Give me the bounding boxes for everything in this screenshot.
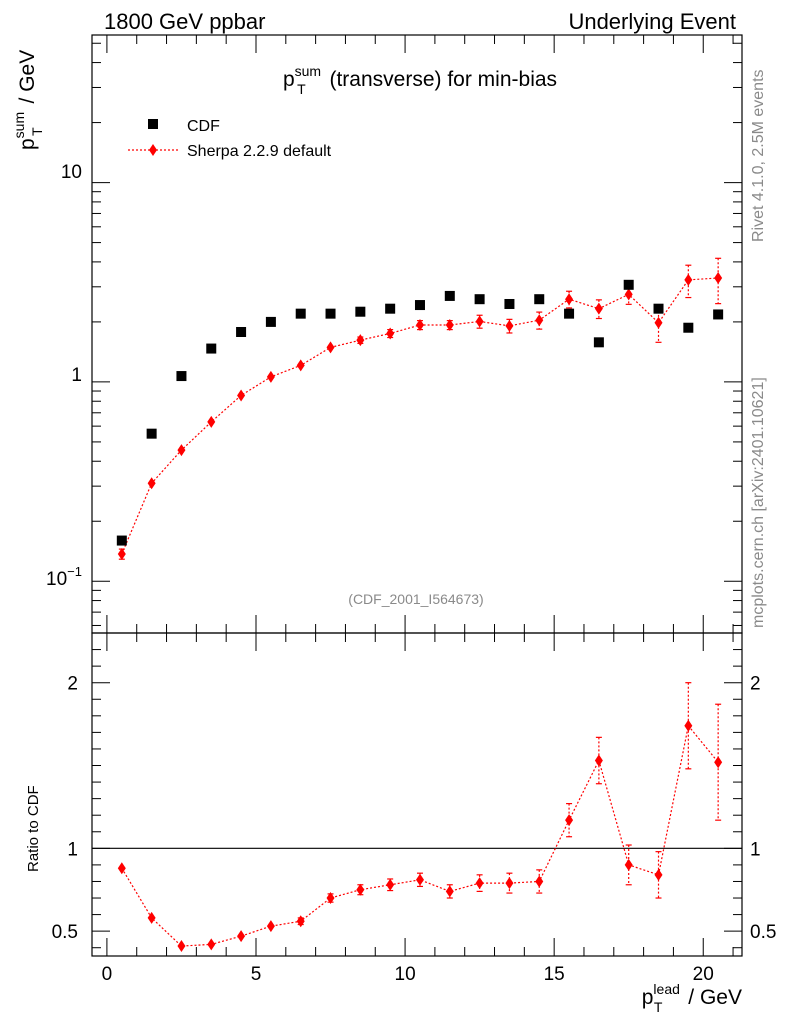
cdf-point [295, 308, 306, 319]
mcplots-site-label: mcplots.cern.ch [arXiv:2401.10621] [750, 377, 767, 628]
x-tick-label: 15 [544, 964, 565, 985]
cdf-point [116, 535, 127, 546]
cdf-point [623, 279, 634, 290]
legend-label-sherpa: Sherpa 2.2.9 default [187, 143, 332, 160]
ratio-point [177, 940, 186, 953]
ratio-point [296, 915, 305, 928]
sherpa-point [177, 444, 186, 457]
sherpa-point [147, 477, 156, 490]
cdf-point [414, 300, 425, 311]
ratio-point [684, 719, 693, 732]
sherpa-point [415, 318, 424, 331]
ratio-point [237, 930, 246, 943]
cdf-point [236, 326, 247, 337]
ratio-point [386, 878, 395, 891]
ratio-point [624, 858, 633, 871]
sherpa-point [445, 318, 454, 331]
main-y-axis-label: psum T / GeV [11, 50, 45, 150]
main-ytick-label-1: 1 [71, 365, 82, 386]
cdf-point [713, 309, 724, 320]
ratio-ytick-label: 0.5 [52, 922, 78, 943]
sherpa-point [505, 319, 514, 332]
sherpa-point [207, 415, 216, 428]
x-tick-label: 20 [693, 964, 714, 985]
cdf-point [593, 337, 604, 348]
ratio-ytick-label: 1 [67, 839, 78, 860]
cdf-point [683, 322, 694, 333]
ratio-point [326, 892, 335, 905]
cdf-point [265, 316, 276, 327]
sherpa-point [475, 315, 484, 328]
sherpa-point [266, 370, 275, 383]
cdf-point [653, 303, 664, 314]
x-tick-label: 10 [395, 964, 416, 985]
ratio-panel-frame [91, 632, 743, 957]
ratio-point [147, 911, 156, 924]
main-chart-title: psum T (transverse) for min-bias [283, 63, 557, 97]
cdf-point [146, 428, 157, 439]
legend-marker-cdf [148, 119, 158, 129]
ratio-point [594, 754, 603, 767]
cdf-point [534, 294, 545, 305]
legend: CDF Sherpa 2.2.9 default [128, 118, 332, 160]
ratio-ytick-label: 2 [67, 674, 78, 695]
rivet-version-label: Rivet 4.1.0, 2.5M events [750, 69, 767, 242]
x-tick-label: 5 [251, 964, 262, 985]
cdf-point [355, 306, 366, 317]
cdf-point [206, 343, 217, 354]
main-series-layer [116, 257, 724, 560]
ratio-line [121, 724, 719, 947]
sherpa-point [565, 293, 574, 306]
ratio-point [475, 877, 484, 890]
ratio-point [415, 873, 424, 886]
sherpa-point [624, 288, 633, 301]
main-axis-ticks [92, 35, 742, 633]
analysis-id-watermark: (CDF_2001_I564673) [348, 591, 483, 607]
ratio-y-axis-label: Ratio to CDF [25, 785, 42, 872]
ratio-point [505, 877, 514, 890]
sherpa-point [535, 314, 544, 327]
ratio-point [266, 920, 275, 933]
ratio-ytick-label-right: 2 [750, 674, 761, 695]
sherpa-point [356, 334, 365, 347]
ratio-ytick-label-right: 1 [750, 839, 761, 860]
sherpa-point [326, 341, 335, 354]
sherpa-point [714, 272, 723, 285]
ratio-point [445, 885, 454, 898]
sherpa-point [654, 316, 663, 329]
ratio-axis-ticks [92, 633, 742, 956]
ratio-tick-labels: 0.5 0.51 12 20 5 10 15 20 [52, 674, 777, 985]
sherpa-point [237, 389, 246, 402]
sherpa-point [117, 547, 126, 560]
ratio-point [654, 868, 663, 881]
legend-label-cdf: CDF [187, 118, 220, 135]
x-tick-label: 0 [102, 964, 113, 985]
cdf-point [176, 371, 187, 382]
sherpa-point [296, 359, 305, 372]
ratio-point [117, 862, 126, 875]
ratio-ytick-label-right: 0.5 [750, 922, 776, 943]
cdf-point [474, 294, 485, 305]
main-ytick-label-10: 10 [61, 162, 82, 183]
ratio-point [565, 814, 574, 827]
sherpa-point [684, 273, 693, 286]
legend-marker-sherpa [149, 144, 157, 156]
cdf-point [564, 308, 575, 319]
cdf-point [325, 308, 336, 319]
cdf-point [504, 298, 515, 309]
header-right-label: Underlying Event [568, 9, 736, 34]
x-axis-label: plead T / GeV [642, 981, 742, 1015]
cdf-point [385, 303, 396, 314]
cdf-point [444, 290, 455, 301]
ratio-point [356, 883, 365, 896]
sherpa-point [386, 327, 395, 340]
ratio-point [535, 875, 544, 888]
ratio-point [207, 938, 216, 951]
header-left-label: 1800 GeV ppbar [104, 9, 265, 34]
ratio-series-layer [92, 682, 742, 953]
main-ytick-label-0.1: 10−1 [46, 564, 82, 590]
ratio-point [714, 756, 723, 769]
sherpa-point [594, 302, 603, 315]
